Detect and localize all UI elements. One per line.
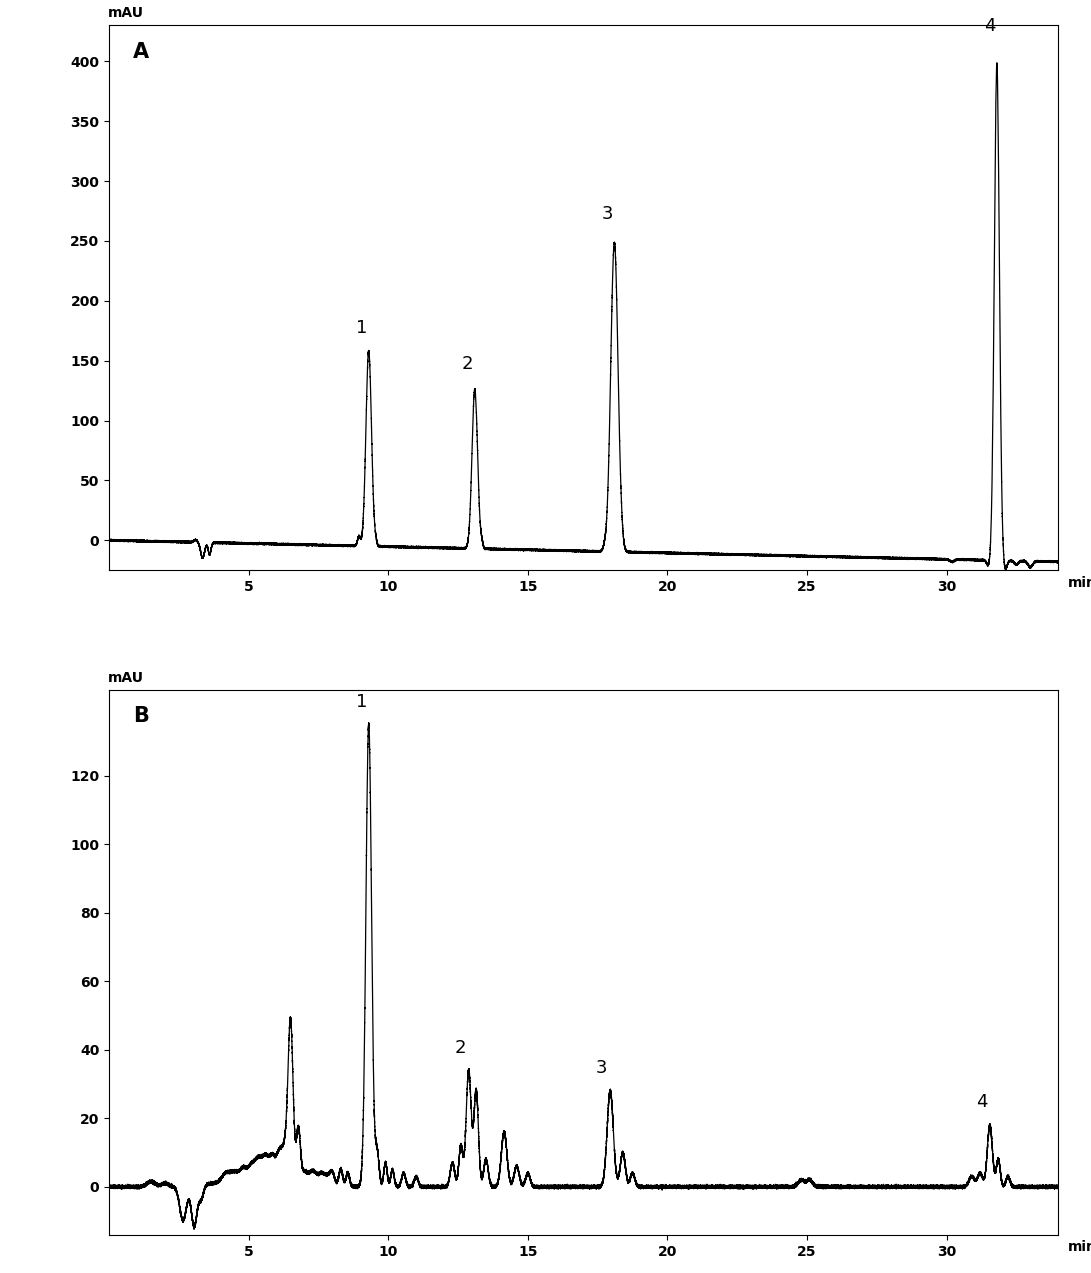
Text: 3: 3 [601, 205, 613, 223]
Text: 2: 2 [455, 1039, 467, 1057]
Text: 1: 1 [356, 318, 368, 337]
Text: 1: 1 [356, 693, 368, 710]
Text: 3: 3 [596, 1059, 608, 1077]
Text: mAU: mAU [108, 6, 144, 20]
Text: B: B [133, 707, 148, 727]
Text: 2: 2 [463, 355, 473, 373]
Text: min: min [1068, 575, 1091, 589]
Text: A: A [133, 42, 149, 62]
Text: 4: 4 [975, 1094, 987, 1111]
Text: min: min [1068, 1240, 1091, 1254]
Text: 4: 4 [984, 17, 996, 36]
Text: mAU: mAU [108, 671, 144, 685]
